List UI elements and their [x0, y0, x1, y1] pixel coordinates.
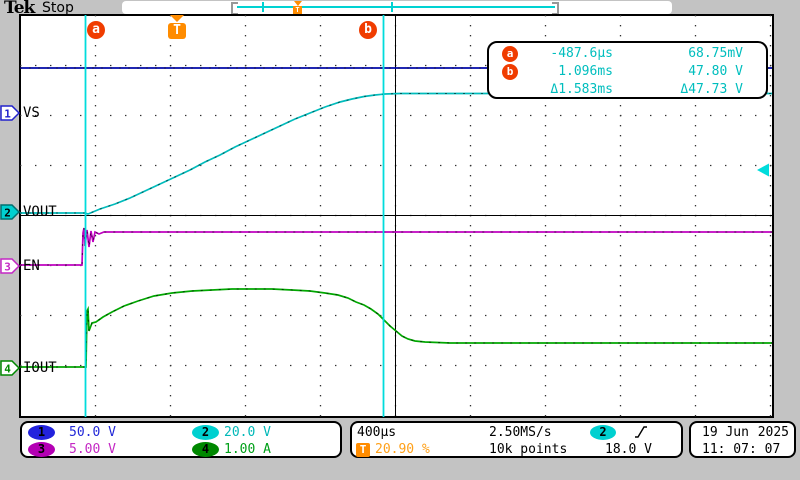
cursor-delta-row: Δ1.583ms Δ47.73 V: [489, 81, 766, 98]
trigger-level-readout[interactable]: 18.0 V: [605, 442, 652, 457]
cursor-b-value: 47.80 V: [688, 64, 743, 79]
sample-rate-readout: 2.50MS/s: [489, 425, 552, 440]
channel-4-scale[interactable]: 1.00 A: [224, 442, 271, 457]
acquisition-status: Stop: [42, 0, 74, 16]
trigger-position-readout: 20.90 %: [375, 442, 430, 457]
channel-3-badge[interactable]: 3: [28, 442, 55, 457]
record-view-cursor-b-marker[interactable]: [391, 2, 393, 12]
channel-3-scale[interactable]: 5.00 V: [69, 442, 116, 457]
time-readout: 11: 07: 07: [702, 442, 781, 457]
channel-2-ground-marker[interactable]: [0, 204, 21, 220]
trace-noise-iout: [20, 288, 772, 368]
trace-noise-vout: [20, 92, 772, 215]
channel-3-ground-marker[interactable]: [0, 258, 21, 274]
record-view-trigger-marker[interactable]: T: [292, 1, 303, 14]
cursor-a-badge[interactable]: a: [87, 21, 105, 39]
cursor-delta-value: Δ47.73 V: [680, 82, 743, 97]
trigger-triangle-icon: [293, 1, 302, 6]
channel-label-en: EN: [23, 258, 40, 274]
cursor-delta-time: Δ1.583ms: [550, 82, 613, 97]
cursor-b-time: 1.096ms: [558, 64, 613, 79]
record-length-readout: 10k points: [489, 442, 568, 457]
cursor-b-badge[interactable]: b: [359, 21, 377, 39]
horizontal-trigger-bar[interactable]: 400µs 2.50MS/s 2 T 20.90 % 10k points 18…: [350, 421, 683, 458]
trigger-position-t-icon: T: [356, 443, 370, 457]
trigger-source-badge[interactable]: 2: [590, 425, 616, 440]
trigger-t-icon: T: [293, 6, 302, 14]
channel-label-vout: VOUT: [23, 204, 57, 220]
channel-2-marker-number: 2: [4, 207, 11, 220]
trigger-triangle-icon: [170, 15, 184, 22]
year-readout: 2025: [757, 425, 789, 440]
channel-2-scale[interactable]: 20.0 V: [224, 425, 271, 440]
cursor-b-row: b 1.096ms 47.80 V: [489, 63, 766, 80]
channel-4-marker-number: 4: [4, 363, 11, 376]
tek-logo: Tek: [4, 0, 35, 18]
cursor-a-value: 68.75mV: [688, 46, 743, 61]
cursor-a-time: -487.6µs: [550, 46, 613, 61]
channel-label-iout: IOUT: [23, 360, 57, 376]
cursor-a-badge-small: a: [502, 45, 518, 62]
record-view-cursor-a-marker[interactable]: [262, 2, 264, 12]
channel-3-marker-number: 3: [4, 261, 11, 274]
record-view-record-line: [237, 6, 555, 8]
datetime-box: 19 Jun 2025 11: 07: 07: [689, 421, 796, 458]
channel-1-marker-number: 1: [4, 108, 11, 121]
trace-en[interactable]: [20, 227, 772, 266]
channel-4-badge[interactable]: 4: [192, 442, 219, 457]
trigger-t-badge: T: [168, 23, 186, 39]
cursor-a-row: a -487.6µs 68.75mV: [489, 45, 766, 62]
date-readout: 19 Jun: [702, 425, 749, 440]
channel-scale-bar: 1 50.0 V 2 20.0 V 3 5.00 V 4 1.00 A: [20, 421, 342, 458]
channel-2-badge[interactable]: 2: [192, 425, 219, 440]
channel-4-ground-marker[interactable]: [0, 360, 21, 376]
timebase-readout[interactable]: 400µs: [357, 425, 397, 440]
channel-1-badge[interactable]: 1: [28, 425, 55, 440]
channel-1-scale[interactable]: 50.0 V: [69, 425, 116, 440]
channel-label-vs: VS: [23, 105, 40, 121]
rising-edge-icon: [634, 425, 648, 443]
cursor-b-badge-small: b: [502, 63, 518, 80]
trigger-position-marker[interactable]: T: [168, 15, 186, 39]
channel-1-ground-marker[interactable]: [0, 105, 21, 121]
trigger-level-arrow[interactable]: [757, 163, 769, 177]
cursor-readout-box: a -487.6µs 68.75mV b 1.096ms 47.80 V Δ1.…: [487, 41, 768, 99]
